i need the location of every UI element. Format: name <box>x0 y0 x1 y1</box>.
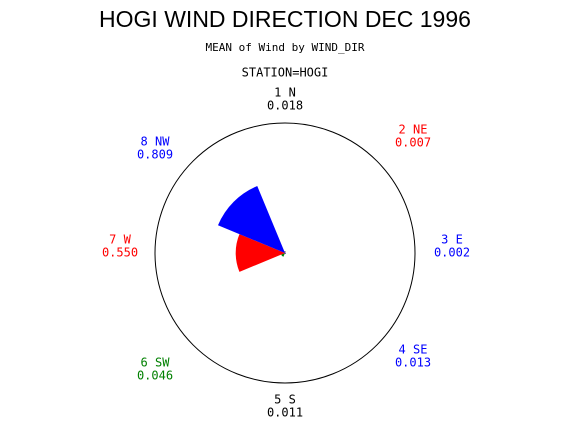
direction-label: 7 W <box>109 233 131 247</box>
value-label: 0.011 <box>267 406 303 420</box>
direction-label: 5 S <box>274 393 296 407</box>
rose-circle <box>154 122 416 384</box>
rose-wedge <box>284 253 286 254</box>
value-label: 0.550 <box>102 246 138 260</box>
direction-label: 2 NE <box>399 123 428 137</box>
rose-wedge <box>285 252 286 253</box>
value-label: 0.013 <box>395 356 431 370</box>
chart-subtitle: MEAN of Wind by WIND_DIR <box>206 41 365 54</box>
direction-label: 6 SW <box>141 356 171 370</box>
station-label: STATION=HOGI <box>242 66 329 80</box>
direction-label: 3 E <box>441 233 463 247</box>
direction-label: 1 N <box>274 86 296 100</box>
rose-wedge <box>235 234 285 272</box>
rose-wedge <box>285 253 287 255</box>
rose-wedge <box>281 253 285 257</box>
value-label: 0.007 <box>395 136 431 150</box>
direction-label: 8 NW <box>141 135 171 149</box>
value-label: 0.046 <box>137 369 173 383</box>
value-label: 0.002 <box>434 246 470 260</box>
direction-label: 4 SE <box>399 343 428 357</box>
value-label: 0.018 <box>267 99 303 113</box>
rose-wedge <box>217 185 285 253</box>
chart-title: HOGI WIND DIRECTION DEC 1996 <box>99 6 471 32</box>
rose-wedge <box>284 251 286 253</box>
value-label: 0.809 <box>137 148 173 162</box>
